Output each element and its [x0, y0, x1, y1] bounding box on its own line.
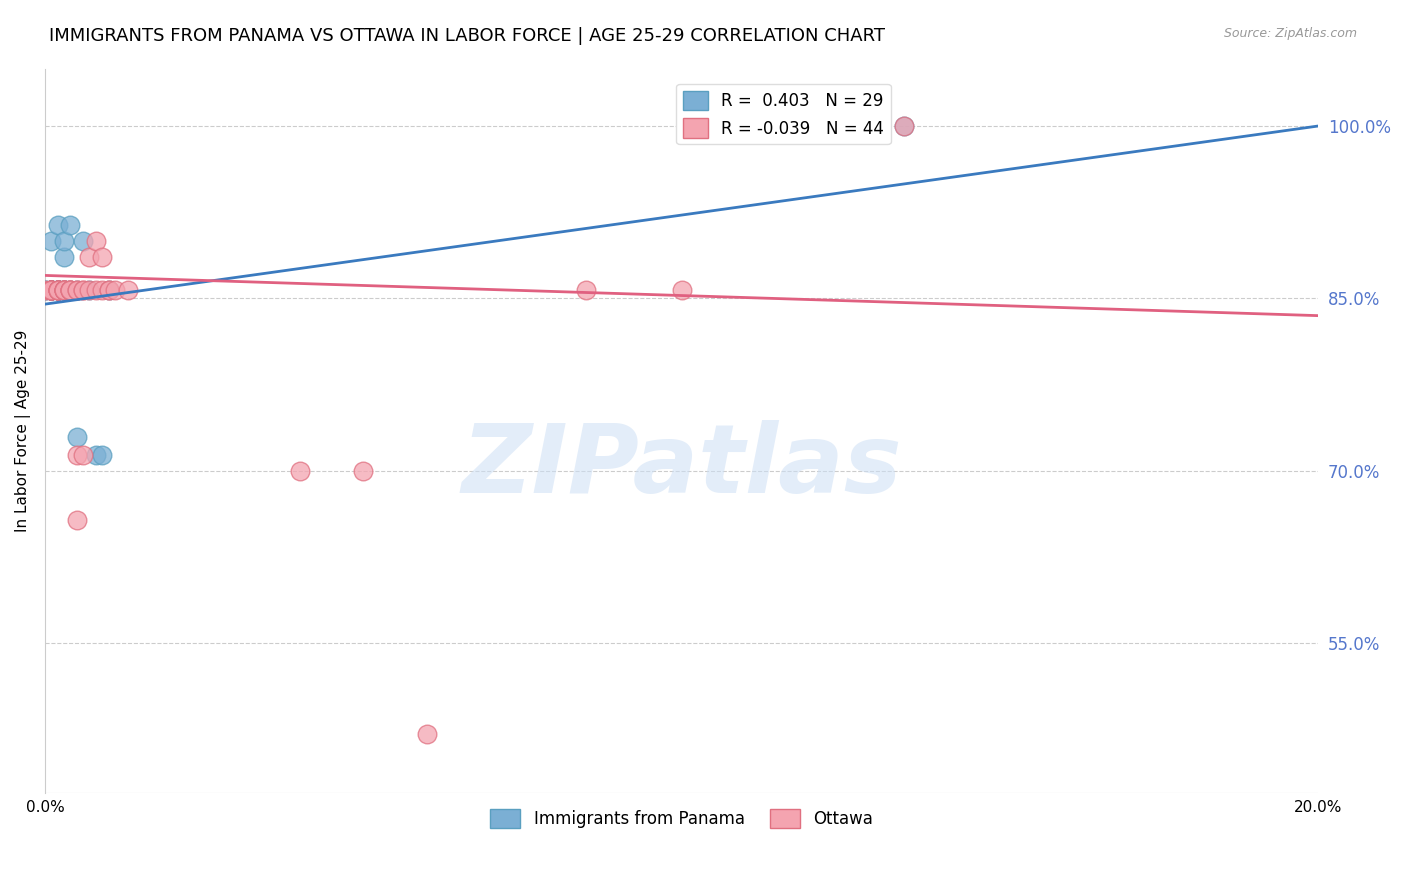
Legend: Immigrants from Panama, Ottawa: Immigrants from Panama, Ottawa [484, 803, 880, 835]
Y-axis label: In Labor Force | Age 25-29: In Labor Force | Age 25-29 [15, 329, 31, 532]
Point [79, 284, 101, 298]
Point [46, 284, 69, 298]
Point [59, 284, 82, 298]
Point [59, 218, 82, 232]
Point [39, 284, 62, 298]
Point [39, 284, 62, 298]
Point [72, 234, 94, 248]
Point [79, 250, 101, 264]
Point [66, 448, 89, 462]
Point [66, 284, 89, 298]
Point [46, 284, 69, 298]
Point [893, 119, 915, 133]
Point [53, 284, 76, 298]
Point [46, 284, 69, 298]
Point [91, 284, 114, 298]
Point [104, 284, 127, 298]
Point [34, 284, 56, 298]
Point [84, 448, 107, 462]
Point [91, 448, 114, 462]
Point [46, 284, 69, 298]
Point [53, 284, 76, 298]
Point [46, 284, 69, 298]
Point [53, 284, 76, 298]
Point [53, 284, 76, 298]
Point [72, 448, 94, 462]
Point [352, 464, 374, 478]
Point [91, 250, 114, 264]
Point [39, 284, 62, 298]
Text: ZIPatlas: ZIPatlas [461, 420, 901, 513]
Point [34, 284, 56, 298]
Point [84, 234, 107, 248]
Point [46, 284, 69, 298]
Point [39, 284, 62, 298]
Text: IMMIGRANTS FROM PANAMA VS OTTAWA IN LABOR FORCE | AGE 25-29 CORRELATION CHART: IMMIGRANTS FROM PANAMA VS OTTAWA IN LABO… [49, 27, 886, 45]
Point [66, 284, 89, 298]
Point [59, 284, 82, 298]
Point [59, 284, 82, 298]
Point [72, 284, 94, 298]
Point [46, 284, 69, 298]
Point [46, 284, 69, 298]
Point [39, 284, 62, 298]
Point [39, 284, 62, 298]
Point [84, 284, 107, 298]
Point [59, 284, 82, 298]
Point [53, 284, 76, 298]
Point [46, 284, 69, 298]
Point [288, 464, 311, 478]
Point [97, 284, 120, 298]
Point [416, 727, 439, 741]
Point [671, 284, 693, 298]
Point [79, 284, 101, 298]
Point [575, 284, 598, 298]
Point [39, 284, 62, 298]
Point [46, 284, 69, 298]
Point [117, 284, 139, 298]
Point [97, 284, 120, 298]
Point [66, 430, 89, 444]
Point [53, 284, 76, 298]
Point [39, 284, 62, 298]
Point [39, 284, 62, 298]
Point [66, 513, 89, 527]
Point [72, 284, 94, 298]
Point [66, 284, 89, 298]
Point [53, 284, 76, 298]
Point [46, 218, 69, 232]
Point [97, 284, 120, 298]
Point [39, 284, 62, 298]
Point [53, 234, 76, 248]
Point [893, 119, 915, 133]
Point [39, 284, 62, 298]
Point [39, 284, 62, 298]
Point [53, 250, 76, 264]
Point [59, 284, 82, 298]
Point [39, 234, 62, 248]
Text: Source: ZipAtlas.com: Source: ZipAtlas.com [1223, 27, 1357, 40]
Point [34, 284, 56, 298]
